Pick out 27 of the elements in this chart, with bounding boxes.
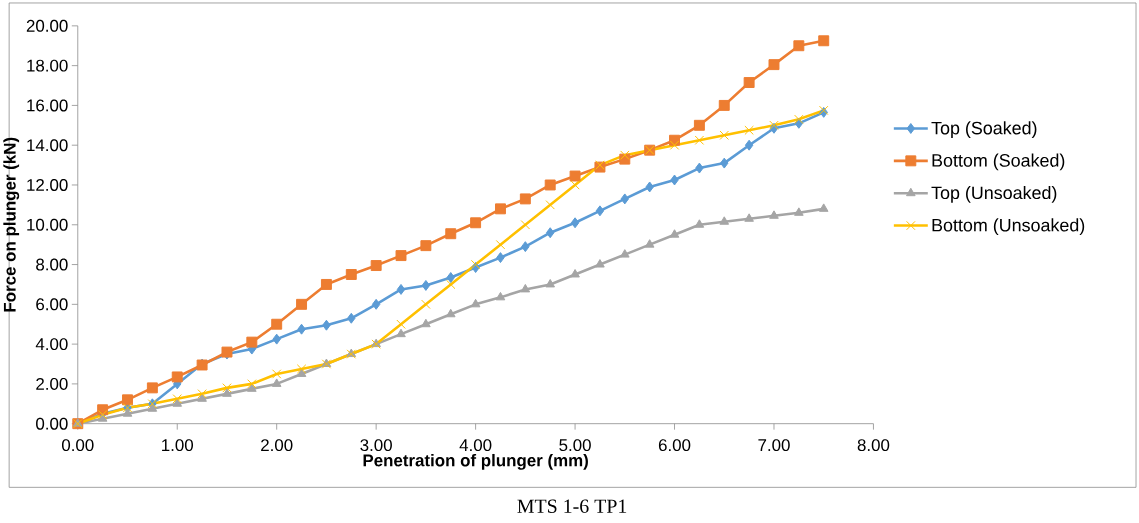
x-axis-title: Penetration of plunger (mm): [363, 453, 588, 470]
x-tick-label: 7.00: [758, 439, 790, 452]
legend-label: Top (Unsoaked): [931, 185, 1057, 203]
y-axis-title: Force on plunger (kN): [3, 137, 20, 312]
x-tick-label: 1.00: [162, 439, 194, 452]
y-tick-label: 12.00: [27, 178, 68, 191]
y-tick-label: 14.00: [27, 139, 68, 152]
x-tick-label: 5.00: [559, 439, 591, 452]
legend-label: Bottom (Unsoaked): [932, 218, 1085, 235]
y-tick-label: 2.00: [36, 377, 68, 390]
x-tick-label: 0.00: [61, 439, 94, 452]
x-tick-label: 8.00: [857, 439, 890, 452]
y-tick-label: 10.00: [27, 218, 68, 231]
legend-label: Bottom (Soaked): [932, 153, 1065, 171]
x-tick-label: 3.00: [360, 439, 392, 452]
text: MTS 1-6 TP1: [517, 499, 627, 513]
y-tick-label: 6.00: [36, 298, 68, 311]
x-tick-label: 6.00: [658, 439, 691, 452]
legend-label: Top (Soaked): [931, 121, 1037, 138]
y-tick-label: 20.00: [26, 19, 68, 32]
y-tick-label: 18.00: [27, 59, 68, 72]
y-tick-label: 8.00: [36, 258, 68, 271]
y-tick-label: 4.00: [35, 338, 68, 351]
x-tick-label: 2.00: [261, 439, 293, 452]
y-tick-label: 16.00: [27, 99, 68, 112]
y-tick-label: 0.00: [36, 417, 68, 430]
x-tick-label: 4.00: [459, 439, 492, 452]
